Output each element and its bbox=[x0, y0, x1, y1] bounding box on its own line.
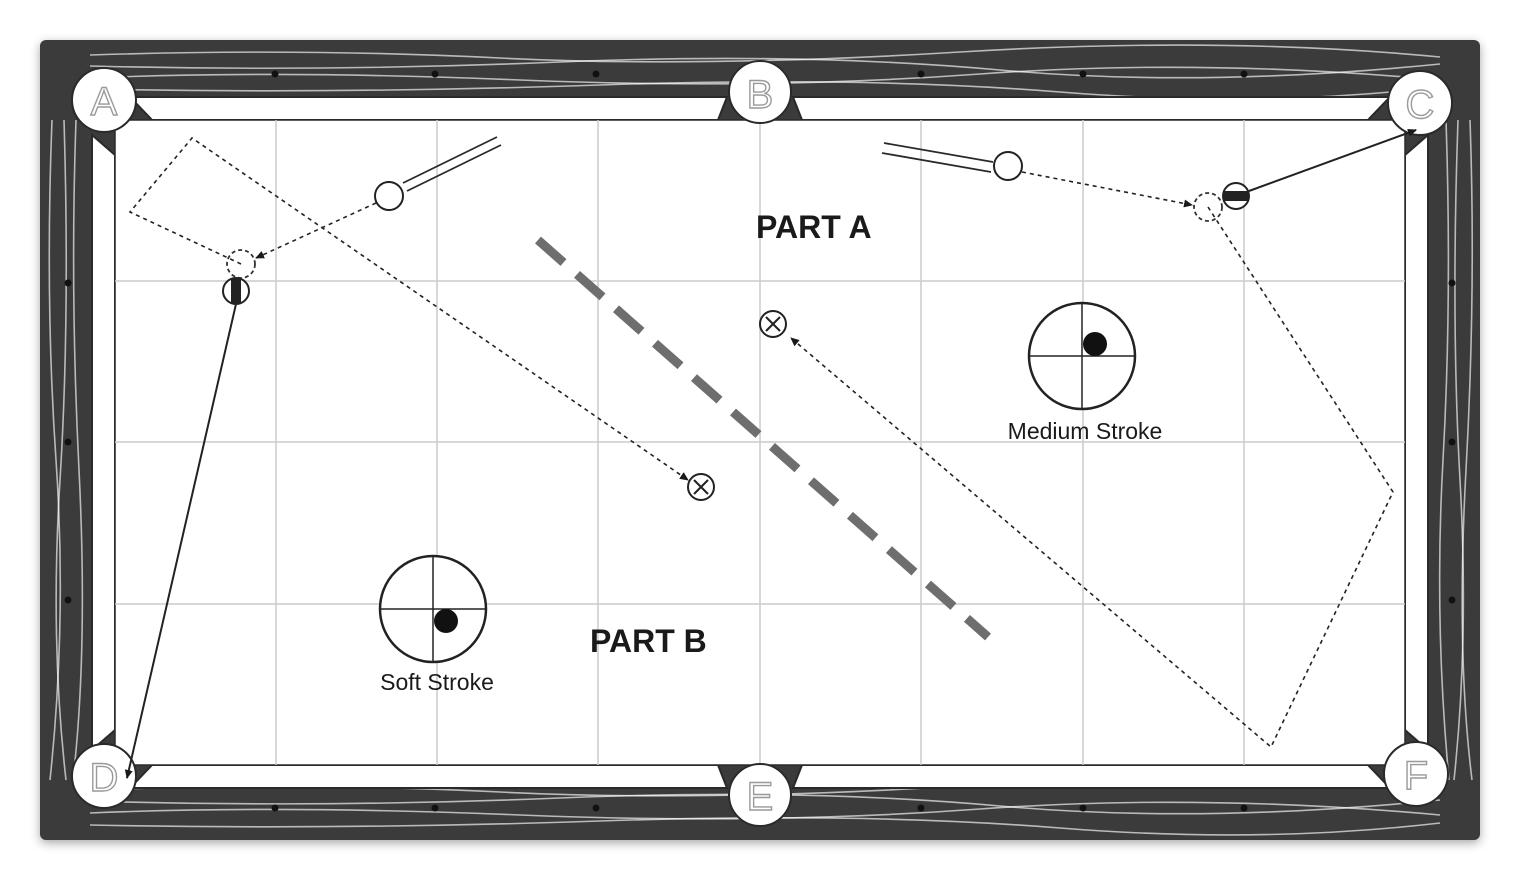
part-a-shot bbox=[759, 128, 1417, 749]
pocket-d-label: D bbox=[90, 756, 119, 800]
object-ball-path bbox=[124, 303, 237, 779]
medium-stroke-label: Medium Stroke bbox=[1008, 418, 1163, 444]
cue-ball-path bbox=[255, 202, 377, 259]
medium-stroke-diagram: Medium Stroke bbox=[1008, 301, 1163, 444]
pocket-f-label: F bbox=[1404, 754, 1428, 798]
pocket-b: B bbox=[728, 60, 792, 124]
part-a-label: PART A bbox=[756, 209, 872, 245]
circled-x-icon bbox=[759, 310, 787, 338]
object-ball-path bbox=[1248, 128, 1417, 192]
part-b-shot bbox=[124, 136, 715, 779]
striped-ball-icon bbox=[1222, 182, 1250, 210]
cue-tip-crosshair-icon bbox=[378, 554, 488, 664]
pocket-f: F bbox=[1383, 741, 1449, 807]
cue-stick-icon bbox=[881, 142, 994, 173]
pocket-e: E bbox=[728, 763, 792, 827]
cue-ball-path bbox=[1021, 171, 1193, 208]
pocket-a-label: A bbox=[91, 80, 118, 124]
cue-ball-rebound-path bbox=[790, 206, 1394, 749]
rail-diamonds bbox=[64, 70, 1456, 812]
pocket-d: D bbox=[71, 743, 137, 809]
pocket-e-label: E bbox=[747, 775, 774, 819]
pocket-c-label: C bbox=[1406, 83, 1435, 127]
striped-ball-icon bbox=[222, 277, 250, 305]
cue-tip-crosshair-icon bbox=[1027, 301, 1137, 411]
soft-stroke-diagram: Soft Stroke bbox=[378, 554, 494, 695]
part-b-label: PART B bbox=[590, 623, 707, 659]
part-divider-line bbox=[535, 236, 991, 641]
soft-stroke-label: Soft Stroke bbox=[380, 669, 494, 695]
pocket-c: C bbox=[1387, 70, 1453, 136]
pocket-b-label: B bbox=[747, 73, 774, 117]
pocket-a: A bbox=[71, 67, 137, 133]
cue-ball-icon bbox=[374, 181, 404, 211]
diamond-grid bbox=[115, 120, 1405, 765]
cue-stick-icon bbox=[402, 136, 502, 192]
circled-x-icon bbox=[687, 473, 715, 501]
cue-ball-icon bbox=[993, 151, 1023, 181]
cue-ball-rebound-path bbox=[128, 136, 689, 481]
